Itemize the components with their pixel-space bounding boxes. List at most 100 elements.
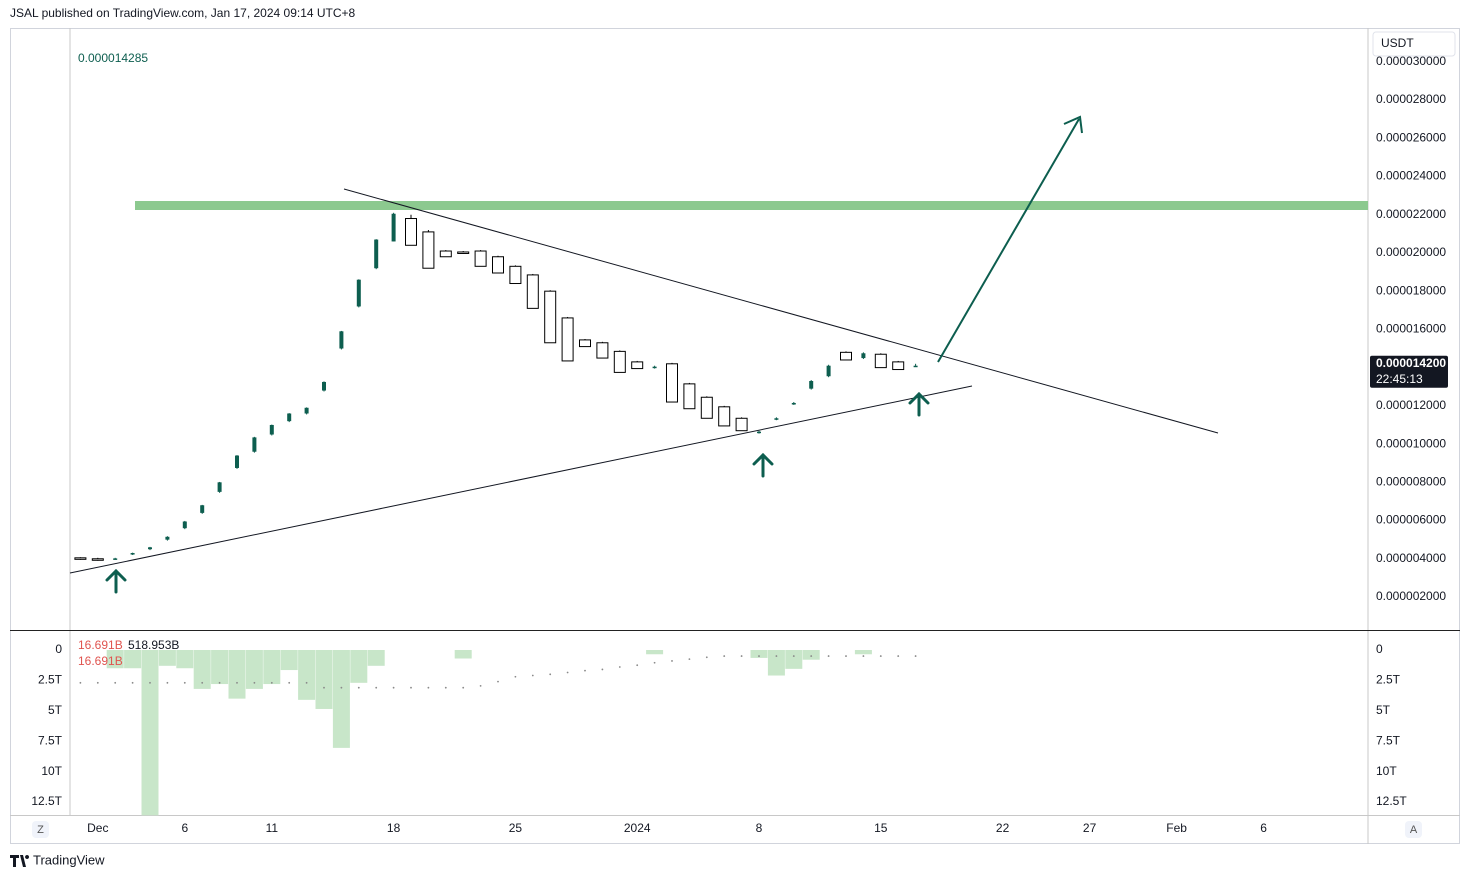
signal-dot xyxy=(340,686,343,689)
candle-body xyxy=(652,366,657,369)
candle-body xyxy=(339,331,344,349)
x-tick-label: 11 xyxy=(266,821,279,835)
signal-dot xyxy=(427,686,430,689)
signal-dot xyxy=(845,655,847,657)
candle-body xyxy=(509,265,522,285)
signal-dot xyxy=(723,655,726,657)
signal-dot xyxy=(531,674,534,677)
currency-box xyxy=(1372,31,1456,57)
signal-dot xyxy=(79,681,82,684)
signal-dot xyxy=(653,661,656,664)
main-pane: Dec 6 11 18 25 2024 8 15 22 27 Feb 6 0.000002000 0.00… xyxy=(31,54,1448,835)
signal-dot xyxy=(688,658,691,661)
indicator-tick-label: 2.5T xyxy=(38,673,63,687)
histogram-bar xyxy=(228,649,246,699)
signal-dot xyxy=(305,681,308,684)
x-tick-label: 8 xyxy=(756,821,763,835)
indicator-tick-label: 7.5T xyxy=(1376,733,1401,747)
indicator-tick-label: 7.5T xyxy=(38,733,63,747)
signal-dot xyxy=(566,671,569,674)
y-tick-label: 0.000028000 xyxy=(1376,92,1446,106)
signal-dot xyxy=(218,681,221,684)
signal-dot xyxy=(201,681,204,684)
candle-body xyxy=(252,437,257,452)
histogram-bar xyxy=(158,649,176,666)
indicator-tick-label: 2.5T xyxy=(1376,673,1401,687)
signal-dot xyxy=(775,655,778,657)
histogram-bar xyxy=(176,649,194,669)
up-arrow xyxy=(752,452,774,478)
button-label[interactable]: A xyxy=(1410,824,1418,836)
candle-body xyxy=(148,547,152,550)
candle-body xyxy=(457,251,470,254)
candle-body xyxy=(391,213,396,242)
signal-dot xyxy=(183,681,186,684)
arrows xyxy=(105,391,930,594)
candle-body xyxy=(217,482,222,492)
y-tick-label: 0.000010000 xyxy=(1376,436,1446,450)
candle-body xyxy=(235,455,239,468)
signal-dot xyxy=(288,681,291,684)
histogram-bar xyxy=(124,649,142,669)
button[interactable] xyxy=(32,821,49,838)
candle-body xyxy=(165,536,170,540)
x-tick-label: 15 xyxy=(874,821,888,835)
signal-dot xyxy=(740,655,743,657)
candle-body xyxy=(892,361,905,371)
signal-dot xyxy=(375,686,378,689)
histogram-bar xyxy=(802,649,820,660)
legend-value: 0.000014285 xyxy=(78,51,148,65)
signal-dot xyxy=(758,655,760,657)
signal-dot xyxy=(584,669,586,672)
candle-body xyxy=(405,218,417,246)
histogram-bar xyxy=(141,649,159,816)
x-tick-label: Dec xyxy=(87,821,108,835)
candle-body xyxy=(130,553,135,555)
candle-body xyxy=(182,521,187,529)
x-tick-label: Feb xyxy=(1166,821,1187,835)
signal-dot xyxy=(497,680,499,683)
resistance-zone xyxy=(135,201,1368,210)
indicator-label: 518.953B xyxy=(128,638,179,652)
signal-dot xyxy=(462,686,465,689)
histogram-bar xyxy=(785,649,803,669)
candle-body xyxy=(631,361,644,370)
candle-body xyxy=(526,274,539,309)
signal-dot xyxy=(96,681,99,684)
signal-dot xyxy=(862,655,865,657)
candle-body xyxy=(840,351,852,361)
signal-dot xyxy=(479,684,482,687)
y-tick-label: 0.000006000 xyxy=(1376,513,1446,527)
indicator-tick-label: 10T xyxy=(41,764,62,778)
candle-body xyxy=(269,424,274,435)
trend-line xyxy=(343,188,1219,434)
x-tick-label: 18 xyxy=(387,821,401,835)
candle-body xyxy=(874,353,887,369)
candle-body xyxy=(791,402,796,405)
button[interactable] xyxy=(1405,821,1422,838)
header: JSAL published on TradingView.com, Jan 1… xyxy=(10,6,356,20)
signal-dot xyxy=(827,655,830,657)
indicator-tick-label: 10T xyxy=(1376,764,1397,778)
indicator-label: 16.691B xyxy=(78,654,123,668)
signal-dot xyxy=(810,655,813,657)
indicator-tick-label: 12.5T xyxy=(1376,794,1407,808)
countdown: 22:45:13 xyxy=(1376,372,1423,386)
currency: USDT xyxy=(1381,36,1414,50)
indicator-tick-label: 12.5T xyxy=(31,794,62,808)
candle-body xyxy=(492,256,504,274)
histogram-bar xyxy=(854,649,872,655)
histogram-bar xyxy=(315,649,333,709)
histogram-bar xyxy=(367,649,385,666)
button-label[interactable]: Z xyxy=(37,824,44,836)
signal-dot xyxy=(601,668,604,671)
candle-body xyxy=(561,317,574,362)
candle-body xyxy=(757,431,761,434)
histogram-bar xyxy=(646,649,664,655)
y-tick-label: 0.000024000 xyxy=(1376,169,1446,183)
signal-dot xyxy=(392,686,395,689)
candle-body xyxy=(544,290,557,344)
signal-dot xyxy=(636,664,639,667)
y-tick-label: 0.000030000 xyxy=(1376,54,1446,68)
y-tick-label: 0.000018000 xyxy=(1376,283,1446,297)
